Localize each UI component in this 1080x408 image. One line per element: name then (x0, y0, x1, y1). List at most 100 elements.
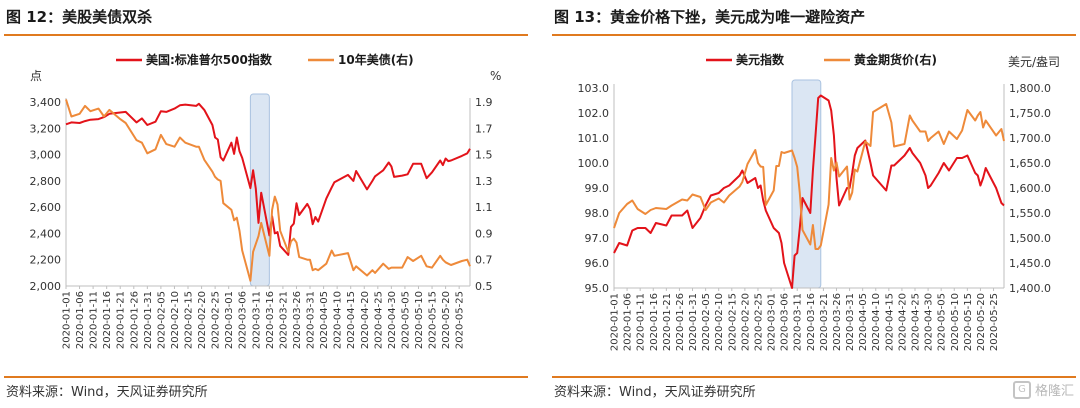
sp500-treasury-chart: 2,000 2,200 2,400 2,600 2,800 3,000 3,200 3,400… (30, 52, 502, 349)
x-tick-label: 2020-05-20 (441, 291, 452, 349)
x-tick-label: 2020-05-10 (950, 293, 961, 351)
x-tick-label: 2020-05-25 (455, 291, 466, 349)
y-tick-right: 1.7 (475, 122, 493, 135)
x-tick-label: 2020-03-11 (251, 291, 262, 349)
watermark-logo: G 格隆汇 (1012, 380, 1074, 399)
x-tick-label: 2020-03-01 (767, 293, 778, 351)
y-tick-left: 2,600 (30, 201, 62, 214)
watermark-text: 格隆汇 (1034, 384, 1074, 399)
x-tick-label: 2020-02-25 (211, 291, 222, 349)
x-tick-label: 2020-02-20 (740, 293, 751, 351)
x-tick-label: 2020-05-15 (428, 291, 439, 349)
x-tick-label: 2020-02-05 (701, 293, 712, 351)
x-tick-label: 2020-01-21 (662, 293, 673, 351)
x-tick-label: 2020-02-15 (184, 291, 195, 349)
y-tick-left: 2,200 (30, 254, 62, 267)
x-tick-label: 2020-03-01 (224, 291, 235, 349)
y-tick-right: 1.3 (475, 175, 493, 188)
y-tick-left: 98.0 (585, 207, 610, 220)
x-tick-label: 2020-01-21 (116, 291, 127, 349)
legend-label: 10年美债(右) (338, 52, 414, 67)
y-tick-right: 1,600.0 (1009, 182, 1051, 195)
y-tick-left: 2,400 (30, 227, 62, 240)
x-tick-label: 2020-05-10 (414, 291, 425, 349)
x-tick-label: 2020-01-16 (102, 291, 113, 349)
x-tick-label: 2020-03-16 (806, 293, 817, 351)
y-tick-left: 2,000 (30, 280, 62, 293)
x-tick-label: 2020-04-20 (897, 293, 908, 351)
series-line-2 (65, 99, 471, 282)
chart-panel-left: 图 12：美股美债双杀 2,000 2,200 2,400 2,600 2,800 3,0… (4, 0, 532, 408)
x-tick-label: 2020-03-16 (265, 291, 276, 349)
source-rule (552, 376, 1076, 378)
x-tick-label: 2020-05-20 (976, 293, 987, 351)
y-tick-left: 2,800 (30, 175, 62, 188)
x-tick-label: 2020-02-10 (170, 291, 181, 349)
x-tick-label: 2020-04-05 (319, 291, 330, 349)
y-tick-right: 1,700.0 (1009, 132, 1051, 145)
y-axis-label-left: 点 (30, 69, 42, 83)
x-tick-label: 2020-04-25 (911, 293, 922, 351)
x-tick-label: 2020-03-21 (278, 291, 289, 349)
y-tick-right: 1,650.0 (1009, 157, 1051, 170)
x-tick-label: 2020-01-26 (129, 291, 140, 349)
y-axis-label-right: 美元/盎司 (1008, 55, 1060, 69)
x-tick-label: 2020-03-11 (793, 293, 804, 351)
y-tick-left: 3,400 (30, 96, 62, 109)
dxy-gold-chart: 95.0 96.0 97.0 98.0 99.0 100.0 101.0 102.0 103.0… (578, 52, 1061, 351)
x-tick-label: 2020-04-15 (346, 291, 357, 349)
y-tick-left: 100.0 (578, 157, 610, 170)
y-tick-right: 1.1 (475, 201, 493, 214)
watermark-icon: G (1012, 380, 1031, 399)
x-tick-label: 2020-01-01 (610, 293, 621, 351)
x-tick-label: 2020-05-15 (963, 293, 974, 351)
y-tick-left: 95.0 (585, 282, 610, 295)
x-tick-label: 2020-02-10 (714, 293, 725, 351)
y-tick-left: 97.0 (585, 232, 610, 245)
y-tick-left: 99.0 (585, 182, 610, 195)
x-tick-label: 2020-05-05 (937, 293, 948, 351)
title-rule (552, 34, 1076, 36)
y-tick-left: 103.0 (578, 82, 610, 95)
x-tick-label: 2020-04-15 (884, 293, 895, 351)
y-tick-right: 1,450.0 (1009, 257, 1051, 270)
x-tick-label: 2020-01-11 (636, 293, 647, 351)
chart-title: 图 12：美股美债双杀 (6, 8, 153, 26)
x-tick-label: 2020-01-06 (623, 293, 634, 351)
y-tick-right: 0.5 (475, 280, 493, 293)
y-tick-right: 0.9 (475, 227, 493, 240)
x-tick-label: 2020-01-16 (649, 293, 660, 351)
series-line-1 (613, 94, 1005, 289)
x-tick-label: 2020-01-06 (75, 291, 86, 349)
x-tick-label: 2020-02-05 (156, 291, 167, 349)
y-tick-right: 1.9 (475, 96, 493, 109)
y-tick-left: 101.0 (578, 132, 610, 145)
y-tick-right: 1,550.0 (1009, 207, 1051, 220)
title-rule (4, 34, 528, 36)
x-tick-label: 2020-01-01 (62, 291, 73, 349)
series-line-1 (65, 102, 471, 256)
x-tick-label: 2020-04-20 (360, 291, 371, 349)
x-tick-label: 2020-05-25 (989, 293, 1000, 351)
y-tick-right: 1,500.0 (1009, 232, 1051, 245)
x-tick-label: 2020-04-25 (373, 291, 384, 349)
source-note: 资料来源：Wind，天风证券研究所 (554, 385, 756, 400)
y-tick-left: 96.0 (585, 257, 610, 270)
y-tick-right: 1,750.0 (1009, 107, 1051, 120)
chart-title: 图 13：黄金价格下挫，美元成为唯一避险资产 (554, 8, 866, 26)
x-tick-label: 2020-02-25 (753, 293, 764, 351)
legend-label: 美国:标准普尔500指数 (146, 52, 273, 67)
legend-label: 黄金期货价(右) (854, 52, 937, 67)
x-tick-label: 2020-03-06 (238, 291, 249, 349)
x-tick-label: 2020-04-10 (871, 293, 882, 351)
y-tick-right: 0.7 (475, 254, 493, 267)
source-rule (4, 376, 528, 378)
x-tick-label: 2020-02-20 (197, 291, 208, 349)
y-tick-right: 1.5 (475, 149, 493, 162)
x-tick-label: 2020-01-26 (675, 293, 686, 351)
x-tick-label: 2020-02-15 (727, 293, 738, 351)
y-tick-left: 3,000 (30, 149, 62, 162)
y-axis-label-right: % (490, 69, 501, 83)
series-line-2 (613, 103, 1005, 250)
x-tick-label: 2020-03-26 (832, 293, 843, 351)
